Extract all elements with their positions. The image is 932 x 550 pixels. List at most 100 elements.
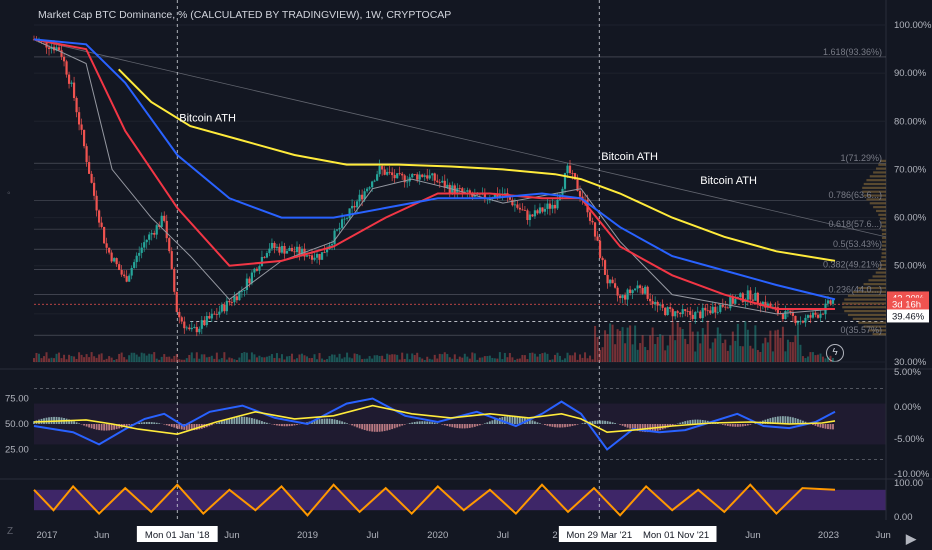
candle-body xyxy=(298,246,301,255)
candle-body xyxy=(446,184,449,188)
volume-bar xyxy=(336,357,339,362)
candle-body xyxy=(350,205,354,209)
volume-bar xyxy=(754,325,757,362)
volume-bar xyxy=(283,359,286,362)
histogram-bar xyxy=(639,424,642,432)
volume-bar xyxy=(316,359,319,362)
volume-bar xyxy=(103,359,106,362)
volume-bar xyxy=(821,356,824,362)
candle-body xyxy=(308,255,311,257)
histogram-bar xyxy=(491,420,494,424)
histogram-bar xyxy=(574,424,576,426)
y-axis-label: 60.00% xyxy=(894,213,927,224)
sidebar-dot-icon[interactable]: ◦ xyxy=(7,188,11,199)
volume-profile-bar xyxy=(881,244,886,247)
histogram-bar xyxy=(468,424,471,428)
candle-body xyxy=(508,195,511,200)
volume-bar xyxy=(268,355,271,362)
candle-body xyxy=(378,166,381,175)
candle-body xyxy=(335,229,339,231)
volume-bar xyxy=(113,359,116,362)
volume-bar xyxy=(501,359,504,362)
volume-bar xyxy=(594,325,597,362)
x-axis-label: 2 xyxy=(552,530,557,541)
candle-body xyxy=(213,313,216,315)
histogram-bar xyxy=(827,424,829,430)
candle-body xyxy=(293,251,296,253)
volume-bar xyxy=(749,345,752,362)
volume-bar xyxy=(311,358,314,362)
candle-body xyxy=(666,307,669,316)
candle-body xyxy=(714,306,717,313)
histogram-bar xyxy=(220,420,223,424)
histogram-bar xyxy=(744,424,747,426)
candle-body xyxy=(333,230,336,245)
candle-body xyxy=(366,188,369,192)
candle-body xyxy=(93,182,96,196)
candle-body xyxy=(205,316,208,326)
candle-body xyxy=(140,247,143,253)
histogram-bar xyxy=(286,424,288,427)
candle-body xyxy=(115,258,118,265)
volume-bar xyxy=(498,352,501,362)
candle-body xyxy=(120,270,123,275)
candle-body xyxy=(521,209,524,211)
volume-bar xyxy=(406,353,409,362)
candle-body xyxy=(145,239,148,243)
candle-body xyxy=(255,268,259,271)
candle-body xyxy=(295,246,299,253)
ma-yellow-line xyxy=(117,68,836,262)
histogram-bar xyxy=(70,420,73,424)
volume-bar xyxy=(293,359,296,362)
histogram-bar xyxy=(631,424,634,430)
candle-body xyxy=(185,327,188,329)
histogram-bar xyxy=(138,422,141,424)
candle-body xyxy=(566,165,569,174)
candle-body xyxy=(789,310,792,313)
histogram-bar xyxy=(85,424,88,427)
histogram-bar xyxy=(731,424,734,427)
volume-bar xyxy=(138,356,141,362)
histogram-bar xyxy=(536,422,539,424)
histogram-bar xyxy=(158,423,161,424)
candle-body xyxy=(676,311,679,313)
volume-bar xyxy=(215,352,218,362)
volume-profile-bar xyxy=(863,325,886,328)
candle-body xyxy=(649,298,652,302)
histogram-bar xyxy=(694,419,697,424)
volume-bar xyxy=(766,342,769,362)
volume-profile-bar xyxy=(881,225,886,228)
candle-body xyxy=(170,251,173,269)
histogram-bar xyxy=(276,424,278,426)
volume-bar xyxy=(699,343,702,362)
volume-bar xyxy=(308,358,311,362)
candle-body xyxy=(210,313,213,319)
zoom-z-icon[interactable]: Z xyxy=(7,526,14,537)
histogram-bar xyxy=(240,416,243,424)
volume-bar xyxy=(649,335,652,362)
histogram-bar xyxy=(569,424,571,427)
candle-body xyxy=(290,247,294,252)
histogram-bar xyxy=(561,424,564,428)
candle-body xyxy=(641,287,644,294)
volume-bar xyxy=(275,353,278,362)
volume-bar xyxy=(411,353,414,362)
histogram-bar xyxy=(73,421,75,424)
volume-bar xyxy=(443,352,446,362)
histogram-bar xyxy=(624,424,627,427)
volume-bar xyxy=(566,352,569,362)
sub-right-label: -5.00% xyxy=(894,434,925,445)
volume-bar xyxy=(791,342,794,362)
volume-bar xyxy=(751,348,754,362)
candle-body xyxy=(784,310,787,320)
candle-body xyxy=(674,311,677,317)
candle-body xyxy=(300,248,304,255)
volume-bar xyxy=(140,352,143,362)
volume-bar xyxy=(606,334,609,362)
histogram-bar xyxy=(551,424,554,427)
volume-profile-bar xyxy=(862,186,886,189)
histogram-bar xyxy=(346,423,348,424)
volume-bar xyxy=(288,356,291,362)
volume-bar xyxy=(691,331,694,362)
